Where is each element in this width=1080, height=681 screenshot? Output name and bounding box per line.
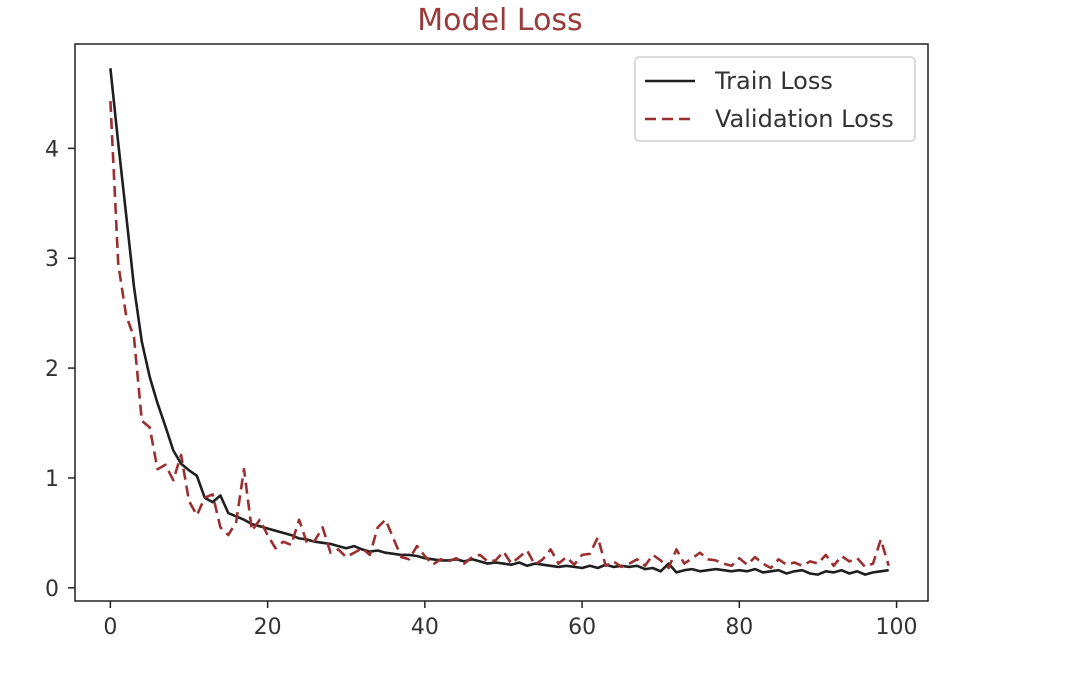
y-tick-label: 0 [45, 577, 59, 602]
y-tick-label: 1 [45, 467, 59, 492]
legend: Train Loss Validation Loss [634, 56, 916, 142]
x-axis: 0 20 40 60 80 100 [103, 601, 918, 640]
y-axis: 0 1 2 3 4 [45, 137, 75, 602]
y-tick-label: 4 [45, 137, 59, 162]
legend-label: Validation Loss [715, 105, 894, 133]
y-tick-label: 3 [45, 247, 59, 272]
series-layer [109, 68, 890, 576]
x-tick-label: 80 [725, 615, 753, 640]
x-tick-label: 20 [254, 615, 282, 640]
x-tick-label: 40 [411, 615, 439, 640]
x-tick-label: 0 [103, 615, 117, 640]
legend-label: Train Loss [714, 67, 833, 95]
train-loss-line [109, 68, 889, 576]
y-tick-label: 2 [45, 357, 59, 382]
chart-title: Model Loss [417, 3, 582, 38]
legend-box [634, 56, 916, 142]
x-tick-label: 60 [568, 615, 596, 640]
validation-loss-line [109, 101, 890, 570]
x-tick-label: 100 [876, 615, 918, 640]
